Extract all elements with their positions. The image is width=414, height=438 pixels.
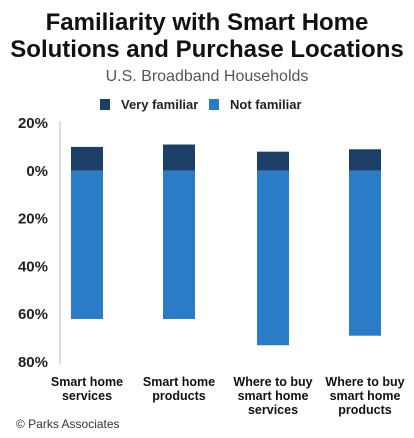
- y-tick-label: 20%: [18, 115, 48, 132]
- bars: [71, 144, 381, 346]
- x-category-label: smart home: [238, 389, 309, 403]
- y-axis: 20% 0% 20% 40% 60% 80%: [18, 115, 61, 371]
- x-category-label: Smart home: [143, 375, 215, 389]
- bar-very-familiar-1: [163, 144, 195, 171]
- legend: Very familiar Not familiar: [100, 97, 302, 112]
- bar-not-familiar-2: [257, 170, 289, 346]
- source-credit: © Parks Associates: [16, 417, 120, 431]
- x-category-label: products: [338, 403, 392, 417]
- chart-title-line-2: Solutions and Purchase Locations: [10, 36, 403, 63]
- legend-label-very-familiar: Very familiar: [121, 97, 198, 112]
- legend-swatch-not-familiar: [209, 99, 219, 110]
- x-category-label: Smart home: [51, 375, 123, 389]
- x-category-label: Where to buy: [325, 375, 404, 389]
- chart-subtitle: U.S. Broadband Households: [106, 68, 309, 85]
- bar-very-familiar-2: [257, 151, 289, 171]
- bar-very-familiar-0: [71, 146, 103, 171]
- y-tick-label: 20%: [18, 211, 48, 228]
- y-tick-label: 0%: [26, 163, 48, 180]
- bar-not-familiar-3: [349, 170, 381, 336]
- bar-not-familiar-1: [163, 170, 195, 319]
- x-category-label: smart home: [330, 389, 401, 403]
- bar-very-familiar-3: [349, 149, 381, 171]
- legend-label-not-familiar: Not familiar: [230, 97, 302, 112]
- legend-swatch-very-familiar: [100, 99, 110, 110]
- y-tick-label: 80%: [18, 354, 48, 371]
- y-tick-label: 60%: [18, 306, 48, 323]
- x-category-label: services: [248, 403, 298, 417]
- x-category-label: Where to buy: [233, 375, 312, 389]
- bar-not-familiar-0: [71, 170, 103, 319]
- x-category-label: services: [62, 389, 112, 403]
- chart-title-line-1: Familiarity with Smart Home: [46, 9, 369, 36]
- x-category-label: products: [152, 389, 206, 403]
- y-tick-label: 40%: [18, 258, 48, 275]
